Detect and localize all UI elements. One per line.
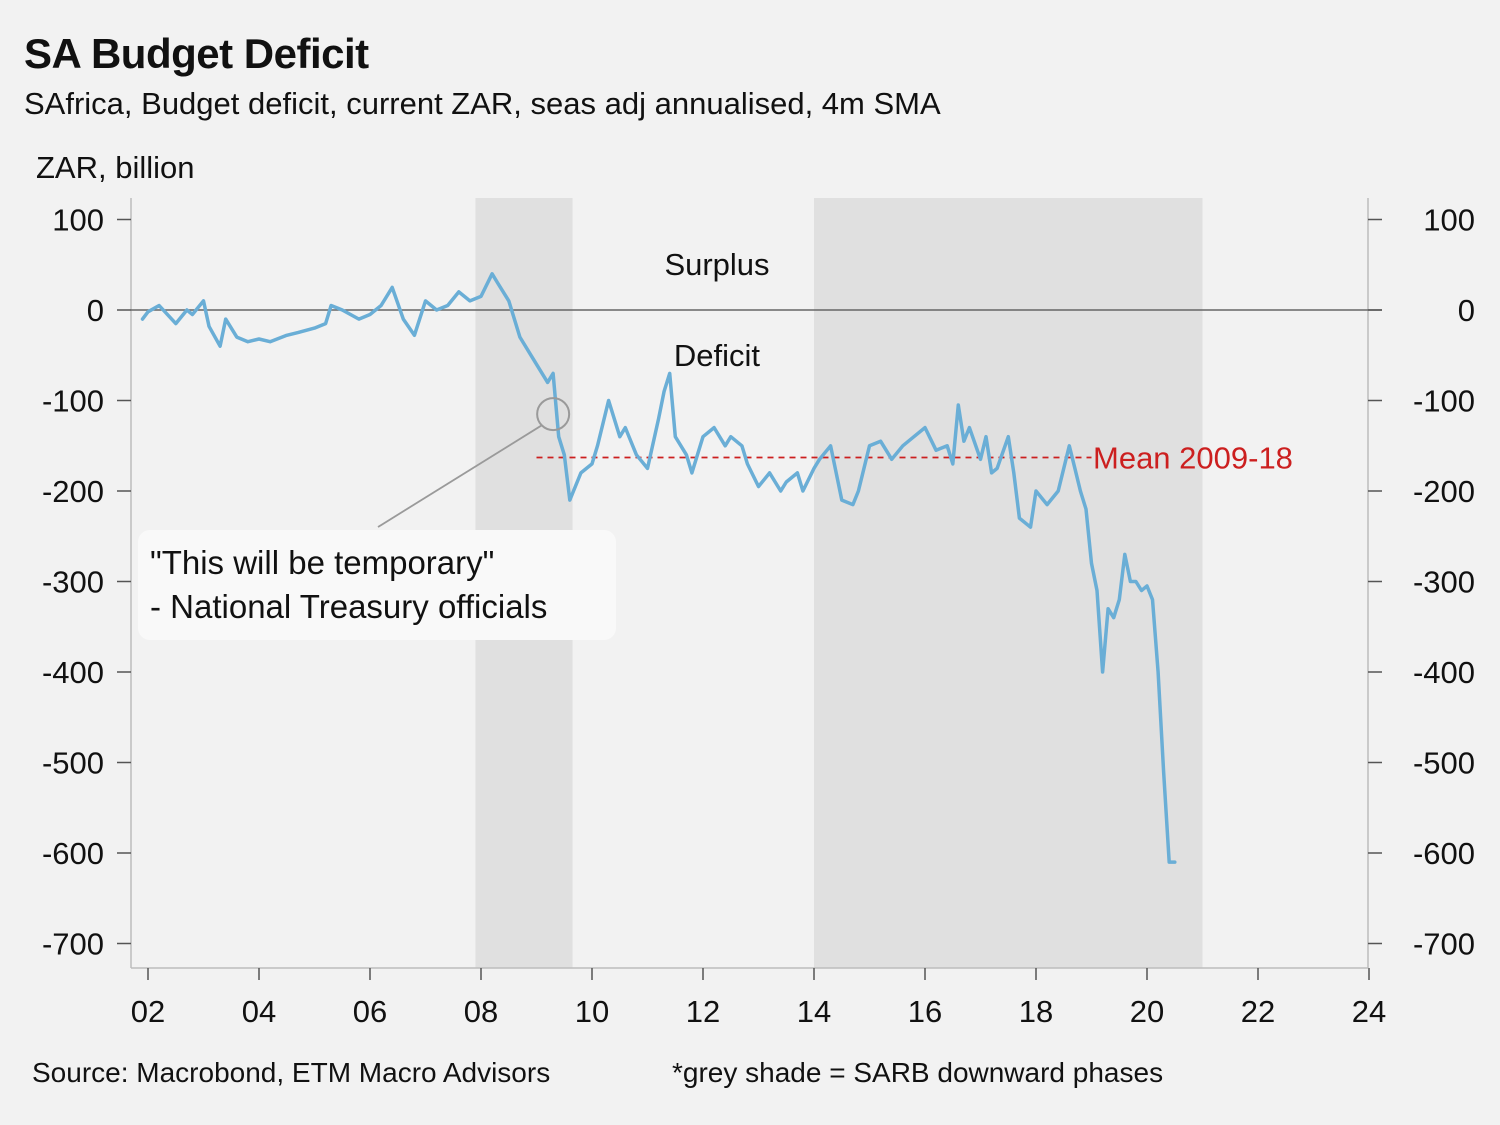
x-tick-label: 08 [464, 994, 498, 1029]
x-tick-label: 22 [1241, 994, 1275, 1029]
x-tick-label: 14 [797, 994, 831, 1029]
y-tick-label-right: -200 [1413, 474, 1475, 509]
x-tick-label: 12 [686, 994, 720, 1029]
chart-title: SA Budget Deficit [24, 30, 369, 77]
x-tick-label: 10 [575, 994, 609, 1029]
y-tick-label-left: 0 [87, 293, 104, 328]
source-note: Source: Macrobond, ETM Macro Advisors [32, 1057, 551, 1088]
y-tick-label-left: -500 [42, 746, 104, 781]
y-tick-label-left: -200 [42, 474, 104, 509]
y-tick-label-right: -100 [1413, 384, 1475, 419]
y-tick-label-right: -500 [1413, 746, 1475, 781]
callout-attribution: - National Treasury officials [150, 588, 548, 625]
chart-subtitle: SAfrica, Budget deficit, current ZAR, se… [24, 86, 941, 121]
y-tick-label-right: -300 [1413, 565, 1475, 600]
surplus-label: Surplus [664, 247, 769, 282]
shade-footnote: *grey shade = SARB downward phases [672, 1057, 1164, 1088]
callout-marker-circle [536, 397, 571, 432]
y-axis-unit-label: ZAR, billion [36, 150, 195, 185]
y-tick-label-left: -400 [42, 655, 104, 690]
y-tick-label-left: -100 [42, 384, 104, 419]
callout-leader-line [377, 424, 543, 528]
x-tick-label: 02 [131, 994, 165, 1029]
mean-2009-18-label: Mean 2009-18 [1093, 441, 1293, 476]
treasury-quote-callout: "This will be temporary" - National Trea… [138, 530, 616, 640]
shaded-period-1 [814, 198, 1203, 968]
y-tick-label-right: -700 [1413, 927, 1475, 962]
y-tick-label-left: -700 [42, 927, 104, 962]
y-tick-label-left: -300 [42, 565, 104, 600]
x-tick-label: 20 [1130, 994, 1164, 1029]
callout-quote: "This will be temporary" [150, 544, 495, 581]
y-tick-label-left: -600 [42, 836, 104, 871]
y-tick-label-right: 100 [1423, 203, 1475, 238]
y-tick-label-left: 100 [52, 203, 104, 238]
y-tick-label-right: -600 [1413, 836, 1475, 871]
x-tick-label: 04 [242, 994, 276, 1029]
x-tick-label: 18 [1019, 994, 1053, 1029]
y-tick-label-right: 0 [1458, 293, 1475, 328]
x-tick-label: 06 [353, 994, 387, 1029]
deficit-label: Deficit [674, 338, 761, 373]
y-tick-label-right: -400 [1413, 655, 1475, 690]
budget-deficit-series-line [140, 272, 1177, 864]
x-tick-label: 16 [908, 994, 942, 1029]
x-tick-label: 24 [1352, 994, 1386, 1029]
